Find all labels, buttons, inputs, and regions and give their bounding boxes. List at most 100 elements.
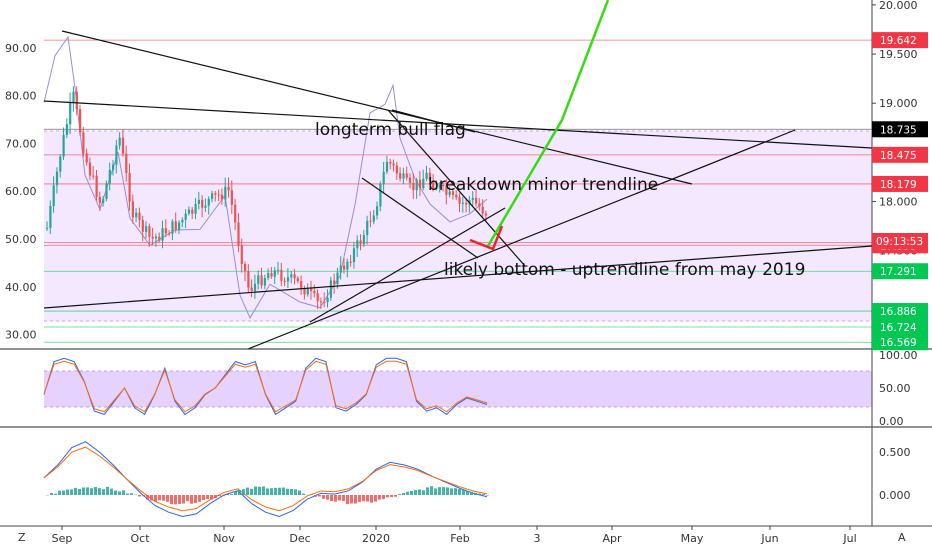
- macd-histogram-bar: [150, 495, 153, 501]
- macd-histogram-bar: [482, 493, 485, 495]
- macd-histogram-bar: [346, 495, 349, 505]
- candle-body: [85, 153, 88, 163]
- macd-histogram-bar: [154, 495, 157, 502]
- macd-histogram-bar: [314, 495, 317, 497]
- price-tag-label: 16.724: [880, 322, 917, 334]
- macd-histogram-bar: [458, 489, 461, 495]
- secondary-line-path: [43, 35, 488, 319]
- macd-histogram-bar: [342, 495, 345, 501]
- price-tag-box: [872, 303, 928, 320]
- candle-body: [211, 193, 214, 199]
- candle-body: [145, 226, 148, 232]
- candle-body: [260, 275, 263, 286]
- left-tick-label: 70.00: [5, 137, 37, 150]
- candle-body: [174, 221, 177, 230]
- candle-body: [409, 177, 412, 183]
- candle-body: [102, 198, 105, 203]
- x-tick-label: Sep: [52, 532, 73, 545]
- candle-body: [303, 288, 306, 295]
- candle-body: [385, 162, 389, 172]
- macd-histogram-bar: [262, 486, 265, 495]
- candle-body: [138, 212, 141, 220]
- countdown-text: 09:13:53: [876, 236, 923, 248]
- x-tick-label: 3: [534, 532, 541, 545]
- macd-histogram-bar: [182, 495, 185, 504]
- corner-right-label[interactable]: A: [898, 531, 906, 544]
- candle-body: [382, 171, 385, 184]
- stoch-tick-label: 50.00: [879, 382, 911, 395]
- macd-histogram-bar: [426, 487, 429, 495]
- candle-body: [207, 198, 210, 206]
- right-tick-label: 18.000: [879, 196, 918, 209]
- candle-body: [59, 156, 62, 172]
- macd-histogram-bar: [486, 495, 489, 496]
- candle-body: [158, 236, 161, 241]
- candle-body: [349, 261, 352, 263]
- candle-body: [432, 180, 435, 189]
- candle-body: [69, 101, 72, 125]
- candle-body: [343, 265, 346, 270]
- macd-histogram-bar: [246, 487, 249, 495]
- candle-body: [405, 173, 408, 178]
- stoch-lines: 100.00 50.00 0.00: [43, 349, 918, 428]
- candle-body: [201, 199, 204, 208]
- macd-histogram-bar: [274, 487, 277, 495]
- candle-body: [217, 194, 220, 196]
- macd-histogram-bar: [142, 495, 145, 497]
- candle-body: [72, 91, 75, 102]
- left-tick-label: 90.00: [5, 42, 37, 55]
- macd-histogram-bar: [82, 487, 85, 495]
- annotation-breakdown: breakdown minor trendline: [428, 175, 658, 195]
- macd-histogram-bar: [414, 490, 417, 495]
- price-tag-label: 16.569: [880, 337, 917, 349]
- candles: [46, 86, 488, 310]
- macd-histogram-bar: [98, 488, 101, 495]
- candle-body: [395, 165, 398, 174]
- candle-body: [214, 193, 217, 195]
- candle-body: [128, 172, 131, 202]
- macd-histogram-bar: [74, 487, 77, 495]
- macd-histogram-bar: [166, 495, 169, 502]
- candle-body: [399, 173, 402, 179]
- stoch-tick-label: 100.00: [879, 349, 918, 362]
- macd-histogram-bar: [214, 495, 217, 498]
- macd-histogram-bar: [438, 487, 441, 495]
- macd-histogram-bar: [466, 490, 469, 495]
- candle-body: [197, 199, 200, 204]
- candle-body: [237, 222, 240, 246]
- corner-left-label[interactable]: Z: [18, 531, 26, 544]
- candle-body: [310, 288, 313, 291]
- macd-histogram-bar: [186, 495, 189, 502]
- candle-body: [366, 220, 369, 236]
- macd-histogram-bar: [238, 490, 241, 495]
- trendline-upper-bull-flag: [61, 30, 693, 185]
- macd-histogram-bar: [422, 490, 425, 495]
- macd-histogram-bar: [450, 488, 453, 495]
- stoch-d-line: [43, 360, 488, 413]
- candle-body: [465, 202, 468, 205]
- x-tick-label: 2020: [362, 532, 390, 545]
- candle-body: [478, 203, 481, 207]
- candle-body: [224, 186, 227, 200]
- x-tick-label: May: [681, 532, 704, 545]
- candle-body: [339, 265, 342, 273]
- macd-histogram-bar: [354, 495, 357, 504]
- macd-histogram-bar: [114, 490, 117, 495]
- macd-histogram-bar: [326, 495, 329, 500]
- candle-body: [352, 248, 356, 263]
- x-tick-label: Jun: [760, 532, 778, 545]
- macd-histogram-bar: [102, 489, 105, 495]
- candle-body: [181, 219, 184, 223]
- candle-body: [108, 169, 111, 184]
- candle-body: [98, 196, 101, 203]
- macd-histogram-bar: [282, 487, 285, 495]
- macd-histogram-bar: [378, 495, 381, 500]
- price-tag-box: [872, 146, 928, 163]
- candle-body: [79, 109, 82, 133]
- candle-body: [220, 194, 224, 200]
- trendline-mid-rise: [309, 207, 506, 323]
- macd-tick-label: 0.500: [879, 446, 911, 459]
- candle-body: [46, 227, 49, 229]
- candle-body: [88, 162, 92, 176]
